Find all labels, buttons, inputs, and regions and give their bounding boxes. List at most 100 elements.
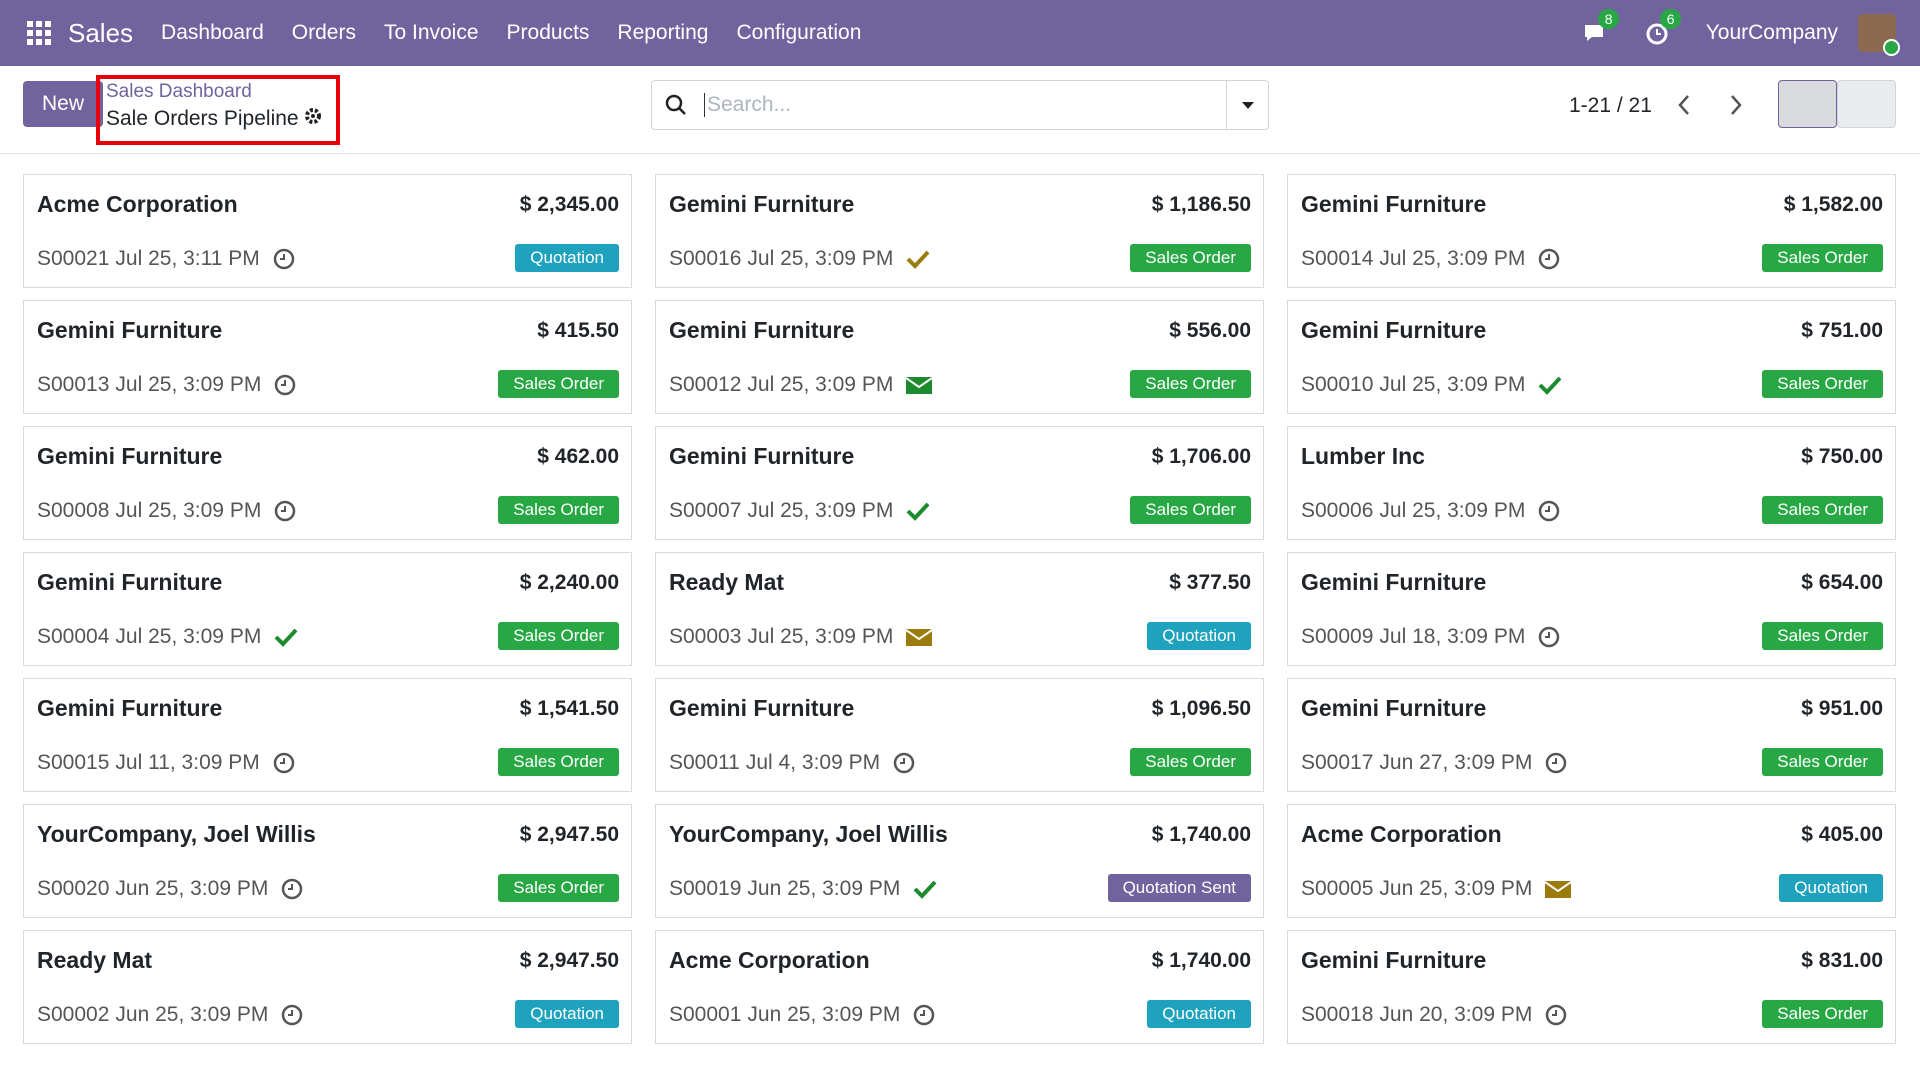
order-meta: S00012 Jul 25, 3:09 PM: [669, 373, 933, 397]
activity-icon[interactable]: [273, 499, 297, 523]
order-card[interactable]: Gemini Furniture $ 951.00 S00017 Jun 27, 3:…: [1287, 678, 1896, 792]
order-card[interactable]: Gemini Furniture $ 751.00 S00010 Jul 25, 3:…: [1287, 300, 1896, 414]
order-card[interactable]: Acme Corporation $ 2,345.00 S00021 Jul 25, …: [23, 174, 632, 288]
amount: $ 2,240.00: [519, 571, 619, 594]
order-card[interactable]: Acme Corporation $ 1,740.00 S00001 Jun 25, …: [655, 930, 1264, 1044]
amount: $ 654.00: [1801, 571, 1883, 594]
order-card[interactable]: Gemini Furniture $ 1,706.00 S00007 Jul 25, …: [655, 426, 1264, 540]
messages[interactable]: 8: [1582, 9, 1620, 47]
order-meta: S00007 Jul 25, 3:09 PM: [669, 499, 931, 523]
pager: 1-21 / 21: [1569, 94, 1652, 117]
amount: $ 462.00: [537, 445, 619, 468]
order-card[interactable]: Gemini Furniture $ 1,541.50 S00015 Jul 11, …: [23, 678, 632, 792]
menu-item[interactable]: Products: [506, 21, 590, 44]
activity-icon[interactable]: [272, 751, 296, 775]
date: Jul 25, 3:09 PM: [1379, 499, 1526, 522]
customer: Gemini Furniture: [669, 443, 855, 469]
amount: $ 1,740.00: [1151, 949, 1251, 972]
amount: $ 1,706.00: [1151, 445, 1251, 468]
order-card[interactable]: Gemini Furniture $ 1,186.50 S00016 Jul 25, …: [655, 174, 1264, 288]
status-badge: Sales Order: [1762, 1000, 1883, 1028]
order-meta: S00011 Jul 4, 3:09 PM: [669, 751, 916, 775]
date: Jul 25, 3:09 PM: [1379, 247, 1526, 270]
apps-menu[interactable]: [27, 21, 51, 45]
date: Jun 25, 3:09 PM: [747, 877, 901, 900]
reference: S00015: [37, 751, 110, 774]
order-card[interactable]: Gemini Furniture $ 556.00 S00012 Jul 25, 3:…: [655, 300, 1264, 414]
avatar[interactable]: [1858, 14, 1900, 56]
activity-icon[interactable]: [280, 1003, 304, 1027]
activity-icon[interactable]: [1537, 625, 1561, 649]
activity-icon[interactable]: [912, 1003, 936, 1027]
company[interactable]: YourCompany: [1705, 21, 1838, 44]
activity-icon[interactable]: [1537, 247, 1561, 271]
order-meta: S00004 Jul 25, 3:09 PM: [37, 625, 299, 649]
kanban-view[interactable]: [1778, 80, 1837, 128]
amount: $ 556.00: [1169, 319, 1251, 342]
activity-icon[interactable]: [273, 625, 299, 649]
menu-item[interactable]: Reporting: [617, 21, 709, 44]
status-badge: Quotation: [515, 1000, 619, 1028]
activity-icon[interactable]: [1537, 373, 1563, 397]
activity-icon[interactable]: [1544, 751, 1568, 775]
activity-icon[interactable]: [280, 877, 304, 901]
activity-icon[interactable]: [1544, 877, 1572, 901]
activity-icon[interactable]: [1537, 499, 1561, 523]
pager-arrows[interactable]: [1670, 90, 1750, 120]
new-button[interactable]: New: [23, 81, 103, 127]
activity-icon[interactable]: [905, 499, 931, 523]
amount: $ 951.00: [1801, 697, 1883, 720]
date: Jul 25, 3:09 PM: [747, 373, 894, 396]
order-card[interactable]: Gemini Furniture $ 1,582.00 S00014 Jul 25, …: [1287, 174, 1896, 288]
activity-icon[interactable]: [905, 625, 933, 649]
activity-icon[interactable]: [905, 247, 931, 271]
amount: $ 1,186.50: [1151, 193, 1251, 216]
menu-item[interactable]: To Invoice: [383, 21, 479, 44]
activity-icon[interactable]: [912, 877, 938, 901]
reference: S00017: [1301, 751, 1374, 774]
menu-item[interactable]: Orders: [291, 21, 356, 44]
order-card[interactable]: Gemini Furniture $ 654.00 S00009 Jul 18, 3:…: [1287, 552, 1896, 666]
activity-icon[interactable]: [905, 373, 933, 397]
search-toggle[interactable]: [1226, 81, 1268, 129]
order-card[interactable]: YourCompany, Joel Willis $ 1,740.00 S00019…: [655, 804, 1264, 918]
menu-item[interactable]: Configuration: [736, 21, 862, 44]
order-card[interactable]: Lumber Inc $ 750.00 S00006 Jul 25, 3:09 PM S…: [1287, 426, 1896, 540]
date: Jul 25, 3:11 PM: [115, 247, 260, 270]
amount: $ 750.00: [1801, 445, 1883, 468]
order-card[interactable]: Gemini Furniture $ 415.50 S00013 Jul 25, 3:…: [23, 300, 632, 414]
order-card[interactable]: Gemini Furniture $ 831.00 S00018 Jun 20, 3:…: [1287, 930, 1896, 1044]
customer: YourCompany, Joel Willis: [669, 821, 948, 847]
customer: Acme Corporation: [669, 947, 870, 973]
order-card[interactable]: YourCompany, Joel Willis $ 2,947.50 S00020…: [23, 804, 632, 918]
activity-icon[interactable]: [273, 373, 297, 397]
order-card[interactable]: Gemini Furniture $ 2,240.00 S00004 Jul 25, …: [23, 552, 632, 666]
customer: Gemini Furniture: [669, 191, 855, 217]
breadcrumb: Sales Dashboard Sale Orders Pipeline: [96, 75, 340, 145]
order-card[interactable]: Acme Corporation $ 405.00 S00005 Jun 25, 3:…: [1287, 804, 1896, 918]
search-icon: [665, 94, 686, 115]
app-name[interactable]: Sales: [68, 17, 134, 48]
order-meta: S00018 Jun 20, 3:09 PM: [1301, 1003, 1568, 1027]
date: Jun 25, 3:09 PM: [115, 1003, 269, 1026]
date: Jun 25, 3:09 PM: [115, 877, 269, 900]
list-view[interactable]: [1837, 80, 1896, 128]
order-card[interactable]: Ready Mat $ 377.50 S00003 Jul 25, 3:09 PM Qu…: [655, 552, 1264, 666]
reference: S00021: [37, 247, 110, 270]
activity-icon[interactable]: [1544, 1003, 1568, 1027]
date: Jul 25, 3:09 PM: [747, 247, 894, 270]
activities[interactable]: 6: [1644, 9, 1682, 47]
menu-item[interactable]: Dashboard: [161, 21, 264, 44]
breadcrumb-parent[interactable]: Sales Dashboard: [106, 81, 252, 102]
order-card[interactable]: Gemini Furniture $ 462.00 S00008 Jul 25, 3:…: [23, 426, 632, 540]
kanban: Acme Corporation $ 2,345.00 S00021 Jul 25, …: [23, 174, 1896, 1044]
search-box[interactable]: Search...: [651, 80, 1269, 130]
order-card[interactable]: Gemini Furniture $ 1,096.50 S00011 Jul 4, 3…: [655, 678, 1264, 792]
amount: $ 1,096.50: [1151, 697, 1251, 720]
gear[interactable]: [304, 107, 322, 125]
status-badge: Sales Order: [498, 496, 619, 524]
order-card[interactable]: Ready Mat $ 2,947.50 S00002 Jun 25, 3:09 PM…: [23, 930, 632, 1044]
activity-icon[interactable]: [892, 751, 916, 775]
activity-icon[interactable]: [272, 247, 296, 271]
customer: Gemini Furniture: [37, 317, 223, 343]
